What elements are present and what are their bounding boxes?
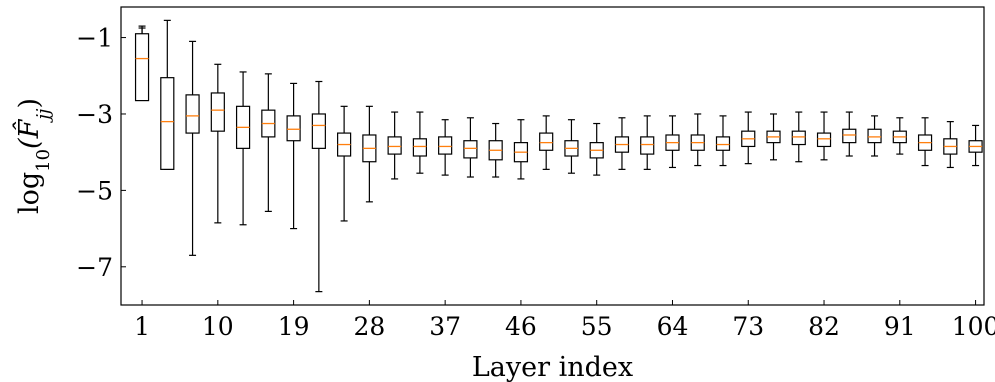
box-layer-94 <box>917 117 933 167</box>
y-tick-label: −5 <box>76 176 113 205</box>
box-layer-88 <box>867 115 882 157</box>
x-tick-label: 28 <box>353 312 385 341</box>
x-tick-label: 73 <box>732 312 764 341</box>
box-layer-64 <box>665 115 680 169</box>
box-iqr <box>867 128 882 144</box>
box-layer-46 <box>513 119 529 180</box>
box-layer-58 <box>614 117 630 170</box>
box-layer-7 <box>185 40 200 256</box>
box-layer-10 <box>210 63 225 224</box>
box-iqr <box>311 113 326 149</box>
box-layer-31 <box>387 111 402 180</box>
x-tick-label: 82 <box>808 312 840 341</box>
box-layer-1 <box>134 25 150 102</box>
y-axis-title-log: log <box>14 172 45 214</box>
box-layer-16 <box>261 73 276 212</box>
box-layer-52 <box>564 119 579 174</box>
box-layer-61 <box>640 115 655 170</box>
box-layer-82 <box>816 111 832 161</box>
x-axis: 1 10 19 28 37 46 55 64 73 82 91 100 <box>134 300 995 341</box>
x-tick-label: 91 <box>884 312 916 341</box>
x-tick-label: 37 <box>429 312 461 341</box>
box-iqr <box>438 136 453 155</box>
y-tick-label: −3 <box>76 100 113 129</box>
box-iqr <box>160 77 175 170</box>
box-layer-43 <box>488 122 503 178</box>
box-layer-49 <box>539 115 554 170</box>
box-iqr <box>286 115 301 142</box>
box-iqr <box>791 130 806 146</box>
box-iqr <box>185 94 200 134</box>
y-axis-title: log10(F̂jj) <box>12 98 53 214</box>
y-tick-label: −7 <box>76 253 113 282</box>
box-layer-76 <box>766 113 781 161</box>
box-layer-13 <box>235 71 251 226</box>
box-iqr <box>463 140 478 159</box>
box-series <box>134 19 983 293</box>
y-axis-title-arg-sub: jj <box>33 108 54 124</box>
box-iqr <box>842 128 857 144</box>
box-layer-37 <box>438 119 453 176</box>
y-axis: −1 −3 −5 −7 <box>76 24 126 282</box>
box-iqr <box>210 92 225 132</box>
box-layer-4 <box>160 19 175 170</box>
x-tick-label: 1 <box>134 312 150 341</box>
box-layer-55 <box>589 122 604 176</box>
box-layer-25 <box>337 105 352 222</box>
box-layer-85 <box>842 111 857 157</box>
box-layer-28 <box>362 105 377 203</box>
box-iqr <box>715 136 731 151</box>
y-axis-title-arg: (F̂ <box>12 118 45 149</box>
box-iqr <box>640 136 655 155</box>
box-layer-73 <box>741 111 756 165</box>
plot-frame <box>120 6 985 306</box>
y-axis-title-close: ) <box>14 98 45 109</box>
x-tick-label: 19 <box>278 312 310 341</box>
x-tick-label: 55 <box>581 312 613 341</box>
box-iqr <box>134 33 150 102</box>
y-axis-title-sub: 10 <box>33 149 54 172</box>
box-iqr <box>387 136 402 155</box>
box-iqr <box>539 132 554 151</box>
x-axis-title: Layer index <box>472 352 633 382</box>
box-layer-70 <box>715 115 731 167</box>
y-tick-label: −1 <box>76 24 113 53</box>
box-layer-100 <box>968 124 983 167</box>
box-layer-22 <box>311 80 326 293</box>
box-iqr <box>412 138 427 157</box>
box-layer-79 <box>791 111 806 163</box>
x-tick-label: 46 <box>505 312 537 341</box>
box-layer-19 <box>286 82 301 230</box>
box-layer-40 <box>463 117 478 178</box>
x-tick-label: 64 <box>657 312 689 341</box>
box-iqr <box>816 132 832 148</box>
x-tick-label: 10 <box>202 312 234 341</box>
box-layer-67 <box>690 113 705 167</box>
box-layer-91 <box>892 117 907 155</box>
x-tick-label: 100 <box>952 312 995 341</box>
box-layer-97 <box>943 121 958 169</box>
box-layer-34 <box>412 111 427 174</box>
